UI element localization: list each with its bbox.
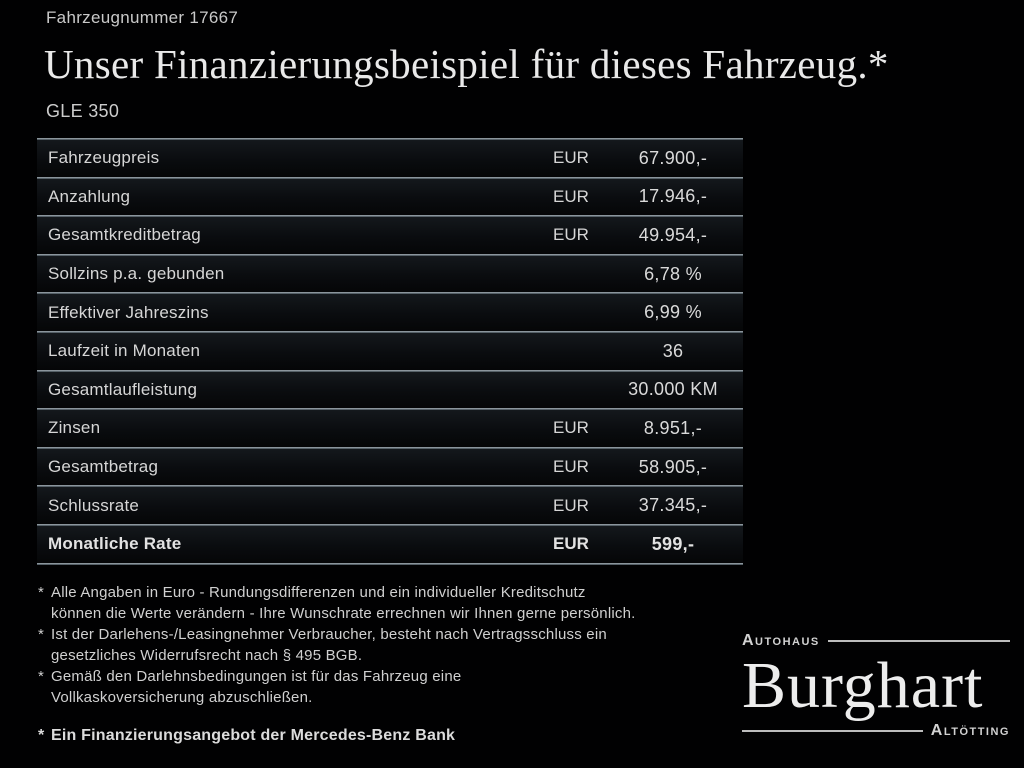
table-row: Gesamtbetrag EUR 58.905,- — [37, 448, 743, 486]
row-divider — [37, 523, 743, 526]
footnote-text: Gemäß den Darlehnsbedingungen ist für da… — [51, 668, 462, 706]
financing-note-text: Ein Finanzierungsangebot der Mercedes-Be… — [51, 727, 456, 744]
row-divider — [37, 485, 743, 488]
row-currency: EUR — [553, 495, 589, 515]
vehicle-model: GLE 350 — [46, 101, 120, 121]
row-divider — [37, 138, 743, 140]
table-row: Effektiver Jahreszins 6,99 % — [37, 294, 743, 331]
row-value: 30.000 KM — [628, 379, 718, 400]
footnote-marker: * — [38, 626, 44, 643]
dealer-logo: Autohaus Burghart Altötting — [742, 632, 1010, 740]
table-row: Fahrzeugpreis EUR 67.900,- — [37, 140, 743, 177]
logo-dealer-name: Burghart — [742, 649, 984, 722]
table-row: Monatliche Rate EUR 599,- — [37, 525, 743, 563]
row-divider — [37, 446, 743, 449]
logo-bottom-row: Altötting — [742, 722, 1010, 740]
footnote: * Ist der Darlehens-/Leasingnehmer Verbra… — [38, 624, 753, 666]
page-title: Unser Finanzierungsbeispiel für dieses F… — [44, 41, 889, 87]
row-divider — [37, 330, 743, 333]
footnote-marker: * — [38, 668, 44, 685]
footnote-text: Alle Angaben in Euro - Rundungsdifferenz… — [51, 584, 636, 622]
row-divider — [37, 369, 743, 372]
footnotes: * Alle Angaben in Euro - Rundungsdifferen… — [38, 582, 753, 708]
vehicle-number: Fahrzeugnummer 17667 — [46, 8, 239, 27]
row-currency: EUR — [553, 418, 589, 438]
footnote: * Gemäß den Darlehnsbedingungen ist für d… — [38, 666, 753, 708]
row-label: Gesamtlaufleistung — [48, 379, 198, 399]
logo-city-label: Altötting — [930, 722, 1010, 740]
row-label: Effektiver Jahreszins — [48, 302, 209, 322]
row-divider — [37, 176, 743, 179]
logo-rule-top — [827, 640, 1010, 642]
logo-top-row: Autohaus — [742, 632, 1010, 650]
row-label: Anzahlung — [48, 186, 131, 206]
table-row: Zinsen EUR 8.951,- — [37, 410, 743, 447]
row-value: 6,78 % — [644, 263, 702, 284]
row-divider — [37, 562, 743, 565]
row-currency: EUR — [553, 148, 589, 168]
row-currency: EUR — [553, 225, 589, 245]
row-label: Monatliche Rate — [48, 534, 182, 554]
row-value: 36 — [662, 340, 684, 361]
footnote: * Alle Angaben in Euro - Rundungsdifferen… — [38, 582, 753, 624]
row-divider — [37, 253, 743, 256]
row-value: 17.946,- — [638, 186, 708, 207]
row-value: 8.951,- — [643, 417, 703, 438]
row-divider — [37, 292, 743, 295]
row-value: 49.954,- — [638, 224, 708, 245]
table-row: Gesamtlaufleistung 30.000 KM — [37, 371, 743, 409]
row-label: Zinsen — [48, 418, 101, 438]
finance-table: Fahrzeugpreis EUR 67.900,- Anzahlung EUR 17.9… — [37, 138, 743, 565]
row-currency: EUR — [553, 457, 589, 477]
row-label: Gesamtkreditbetrag — [48, 225, 201, 245]
table-row: Laufzeit in Monaten 36 — [37, 332, 743, 370]
row-value: 37.345,- — [638, 495, 708, 516]
financing-note-marker: * — [38, 727, 45, 744]
table-row: Schlussrate EUR 37.345,- — [37, 487, 743, 524]
row-currency: EUR — [553, 186, 589, 206]
financing-note: * Ein Finanzierungsangebot der Mercedes-… — [38, 727, 455, 745]
logo-rule-bottom — [742, 730, 923, 733]
table-row: Anzahlung EUR 17.946,- — [37, 178, 743, 216]
row-value: 67.900,- — [638, 147, 708, 168]
row-label: Gesamtbetrag — [48, 457, 159, 477]
row-label: Laufzeit in Monaten — [48, 341, 201, 361]
row-label: Schlussrate — [48, 495, 140, 515]
row-divider — [37, 215, 743, 218]
row-label: Sollzins p.a. gebunden — [48, 264, 225, 284]
footnote-text: Ist der Darlehens-/Leasingnehmer Verbrau… — [51, 626, 607, 664]
footnote-marker: * — [38, 584, 44, 601]
row-value: 599,- — [651, 533, 695, 554]
row-value: 6,99 % — [644, 302, 702, 323]
row-divider — [37, 408, 743, 411]
table-row: Sollzins p.a. gebunden 6,78 % — [37, 255, 743, 293]
logo-autohaus-label: Autohaus — [742, 632, 820, 649]
table-row: Gesamtkreditbetrag EUR 49.954,- — [37, 217, 743, 254]
row-value: 58.905,- — [638, 456, 708, 477]
row-currency: EUR — [553, 534, 589, 554]
row-label: Fahrzeugpreis — [48, 148, 160, 168]
